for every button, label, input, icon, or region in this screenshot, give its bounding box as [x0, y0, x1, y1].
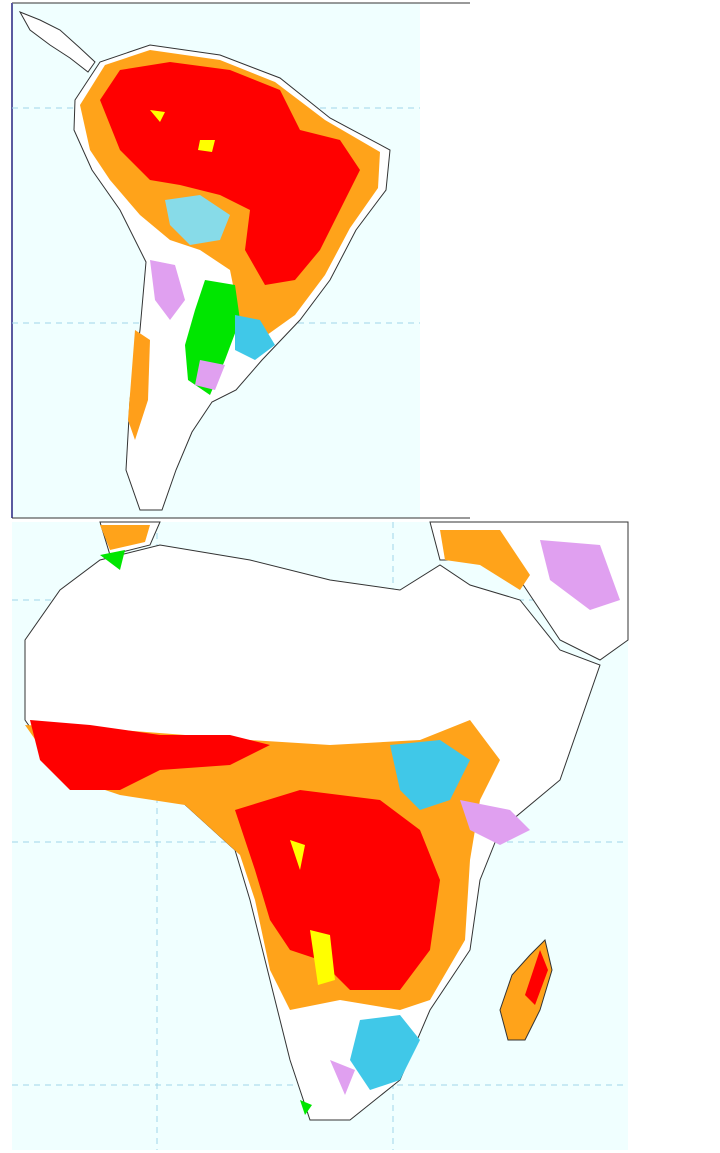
region-orange-chile — [128, 330, 150, 440]
region-yellow — [290, 840, 335, 985]
region-red-madagascar — [525, 950, 548, 1005]
region-red-west — [30, 720, 270, 790]
africa-panel — [12, 521, 629, 1150]
region-red — [235, 790, 440, 990]
region-blue-south — [350, 1015, 420, 1090]
region-violet — [150, 260, 225, 390]
region-blue — [390, 740, 470, 810]
region-violet-north — [540, 540, 620, 610]
south-america-panel — [11, 2, 470, 519]
region-red — [100, 62, 360, 285]
region-blue — [235, 315, 275, 360]
region-cyan — [165, 195, 230, 245]
region-orange-north — [100, 525, 530, 590]
central-america — [18, 11, 96, 73]
region-violet — [330, 800, 530, 1095]
region-yellow — [150, 110, 215, 152]
